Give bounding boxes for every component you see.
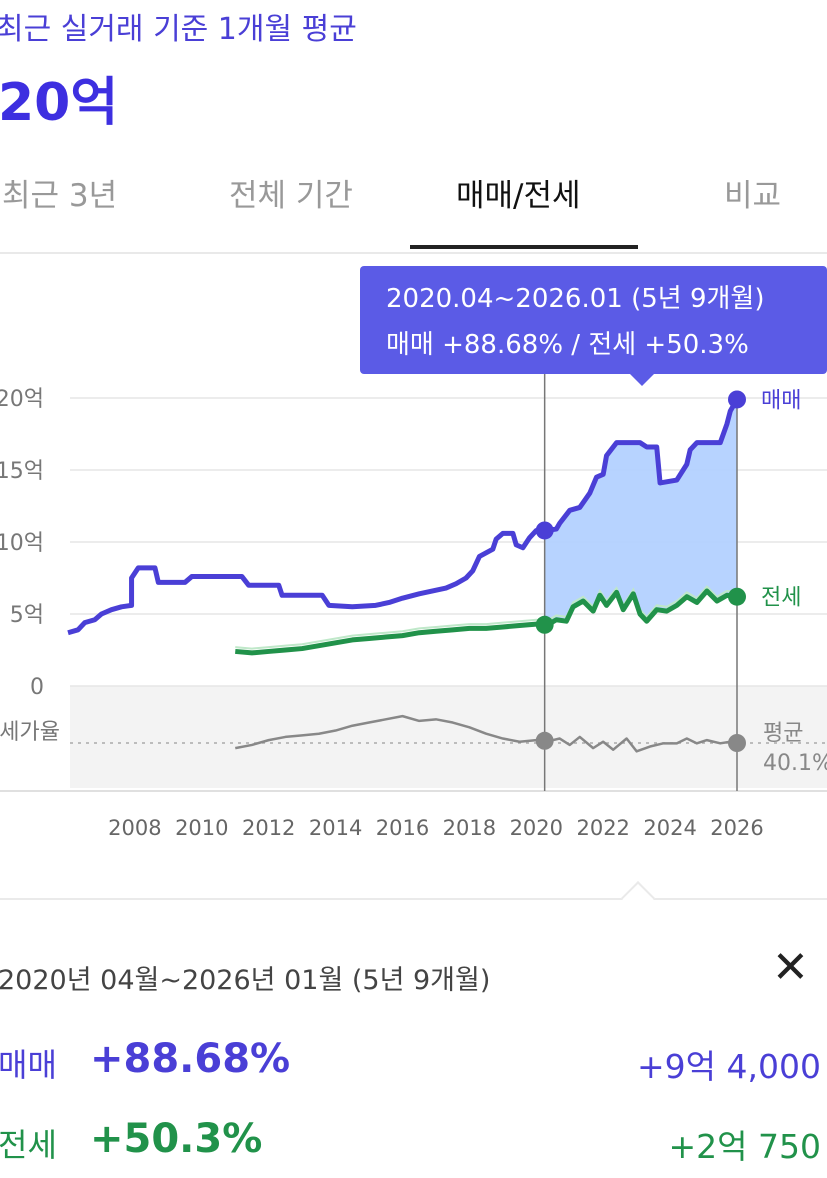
- price-subtitle: 최근 실거래 기준 1개월 평균: [0, 12, 357, 47]
- jeonse-percent: +50.3%: [90, 1116, 263, 1162]
- ratio-end-label: 평균: [763, 721, 803, 746]
- tooltip-change: 매매 +88.68% / 전세 +50.3%: [386, 330, 749, 360]
- x-tick-label: 2020: [510, 816, 563, 840]
- jeonse-series-line: [235, 588, 738, 656]
- sale-percent: +88.68%: [90, 1036, 291, 1082]
- x-axis-labels: 2008 2010 2012 2014 2016 2018 2020 2022 2024 2026: [108, 816, 764, 840]
- close-icon[interactable]: ✕: [772, 942, 809, 993]
- jeonse-start-marker[interactable]: [535, 615, 554, 634]
- sale-amount: +9억 4,000: [637, 1047, 821, 1086]
- price-chart[interactable]: 20억 15억 10억 5억 0 전세가율 2008 2010 2012 2014 2016 201…: [0, 254, 827, 854]
- tab-compare[interactable]: 비교: [724, 178, 782, 214]
- x-tick-label: 2016: [376, 816, 429, 840]
- x-tick-label: 2018: [443, 816, 496, 840]
- series-layer: [67, 390, 746, 753]
- tab-all-period[interactable]: 전체 기간: [229, 178, 353, 214]
- tooltip-arrow: [628, 372, 656, 386]
- ratio-end-marker[interactable]: [728, 734, 746, 752]
- summary-divider: [0, 898, 827, 900]
- sale-start-marker[interactable]: [535, 521, 554, 540]
- y-tick-label: 15억: [0, 459, 44, 484]
- summary-notch: [621, 881, 655, 915]
- y-tick-label: 0: [30, 675, 44, 700]
- tooltip-period: 2020.04~2026.01 (5년 9개월): [386, 284, 765, 314]
- x-tick-label: 2024: [643, 816, 696, 840]
- period-tabs: 최근 3년 전체 기간 매매/전세 비교: [0, 150, 827, 252]
- tab-sale-jeonse[interactable]: 매매/전세: [456, 178, 581, 214]
- tabs-divider: [0, 252, 827, 254]
- active-tab-indicator: [410, 245, 638, 249]
- x-tick-label: 2026: [710, 816, 763, 840]
- x-tick-label: 2014: [309, 816, 362, 840]
- jeonse-trade-shadow: [235, 585, 738, 650]
- y-axis-labels: 20억 15억 10억 5억 0 전세가율: [0, 387, 60, 745]
- ratio-axis-label: 전세가율: [0, 720, 60, 745]
- y-tick-label: 20억: [0, 387, 44, 412]
- sale-end-marker[interactable]: [728, 390, 746, 409]
- x-tick-label: 2012: [242, 816, 295, 840]
- sale-label: 매매: [0, 1046, 57, 1084]
- ratio-band: [70, 686, 827, 788]
- y-tick-label: 10억: [0, 531, 44, 556]
- ratio-start-marker[interactable]: [535, 731, 554, 750]
- jeonse-label: 전세: [0, 1126, 57, 1164]
- jeonse-end-marker[interactable]: [728, 587, 746, 606]
- x-tick-label: 2010: [175, 816, 228, 840]
- summary-period: 2020년 04월~2026년 01월 (5년 9개월): [0, 965, 491, 996]
- y-tick-label: 5억: [10, 603, 44, 628]
- jeonse-end-label: 전세: [761, 586, 801, 611]
- sale-end-label: 매매: [761, 388, 801, 413]
- jeonse-amount: +2억 750: [668, 1127, 821, 1166]
- ratio-end-value: 40.1%: [763, 751, 827, 776]
- sale-series-line: [67, 398, 740, 636]
- x-tick-label: 2008: [108, 816, 161, 840]
- current-price: 20억: [0, 73, 119, 133]
- x-tick-label: 2022: [576, 816, 629, 840]
- range-tooltip: 2020.04~2026.01 (5년 9개월) 매매 +88.68% / 전세…: [360, 266, 827, 386]
- tab-recent-3-years[interactable]: 최근 3년: [2, 178, 118, 214]
